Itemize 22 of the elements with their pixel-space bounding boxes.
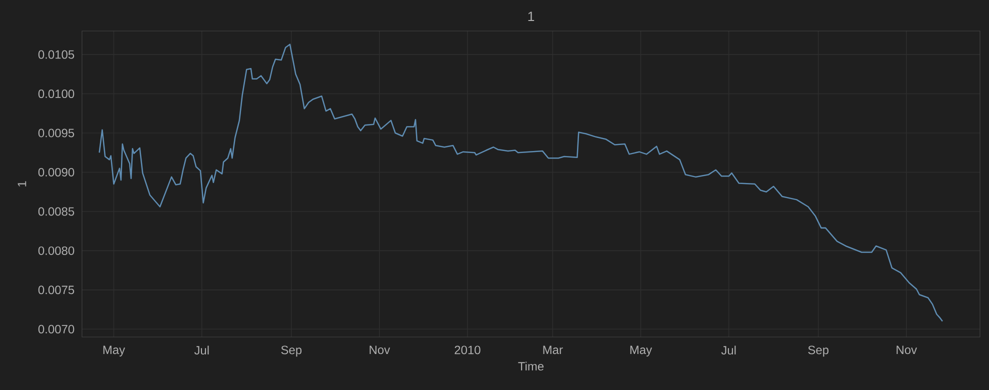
x-tick-label: May	[103, 346, 126, 356]
x-tick-label: 2010	[454, 346, 480, 354]
chart-title: 1	[528, 12, 534, 21]
x-tick-label: Jul	[194, 346, 209, 355]
y-tick-label: 0.0105	[38, 50, 74, 59]
y-tick-label: 0.0100	[38, 90, 74, 98]
x-tick-label: Mar	[543, 346, 563, 354]
x-axis-title: Time	[518, 362, 544, 371]
y-axis-title: 1	[18, 181, 26, 186]
y-tick-label: 0.0095	[38, 128, 74, 138]
x-tick-label: May	[630, 346, 652, 356]
y-tick-label: 0.0085	[38, 207, 74, 216]
y-tick-label: 0.0090	[38, 168, 74, 176]
x-tick-label: Nov	[896, 346, 917, 354]
x-tick-label: Sep	[281, 346, 302, 357]
x-tick-label: Jul	[721, 346, 736, 355]
y-tick-label: 0.0075	[38, 286, 74, 294]
y-tick-label: 0.0070	[38, 324, 74, 334]
x-tick-label: Nov	[370, 346, 390, 354]
x-tick-label: Sep	[808, 346, 828, 357]
y-tick-label: 0.0080	[38, 246, 74, 255]
line-series	[98, 44, 944, 322]
